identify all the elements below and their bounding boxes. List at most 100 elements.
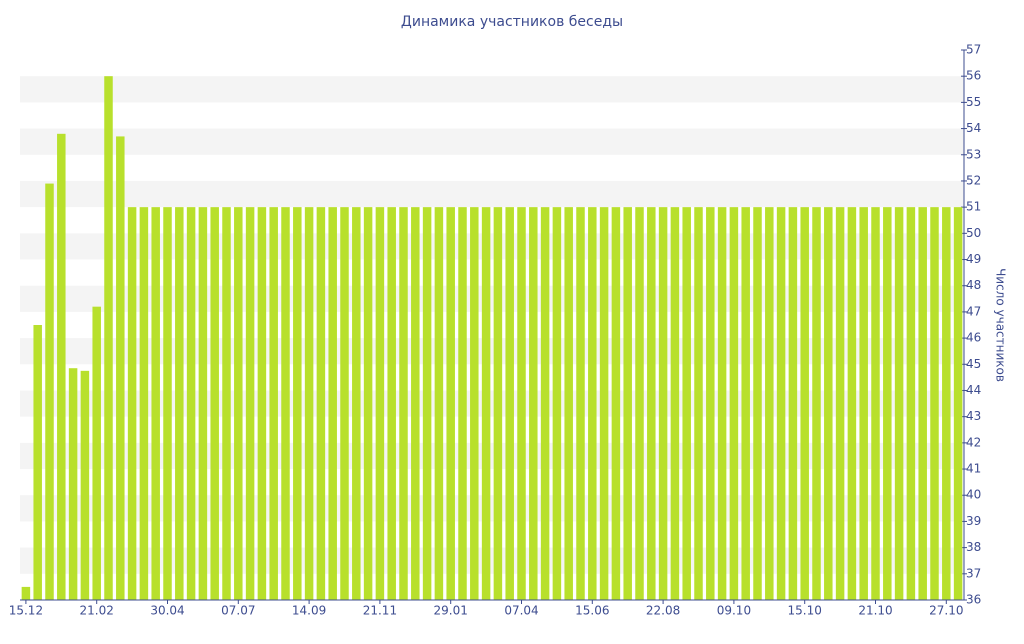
bar [599,207,609,600]
bar [706,207,715,600]
bar [375,207,385,600]
bar [729,207,739,600]
bar [906,207,916,600]
x-tick-label: 07.07 [221,604,255,618]
bar [363,207,373,600]
bar [68,368,78,600]
y-tick-label: 52 [966,173,981,187]
y-tick-label: 50 [966,226,981,240]
bar [942,207,951,600]
bar [564,207,573,600]
y-tick-label: 40 [966,488,981,502]
bar [835,207,845,600]
x-tick-label: 30.04 [150,604,184,618]
bar [80,370,90,600]
y-tick-label: 56 [966,69,981,83]
grid-band [20,180,964,208]
bar [788,207,798,600]
y-tick-label: 46 [966,331,981,345]
bar [245,207,255,600]
bar [800,207,809,600]
y-tick-label: 49 [966,252,981,266]
bar [647,207,656,600]
x-tick-label: 27.10 [929,604,963,618]
bar [316,207,326,600]
bar [953,207,963,600]
x-tick-label: 21.02 [80,604,114,618]
y-tick-label: 41 [966,462,981,476]
bar [918,207,927,600]
grid-band [20,390,964,417]
grid-band [20,233,964,260]
bar [446,207,455,600]
bar [210,207,219,600]
bar [611,207,621,600]
bar [470,207,479,600]
bar [340,207,349,600]
y-tick-label: 36 [966,593,981,607]
y-tick-label: 42 [966,435,981,449]
y-tick-label: 54 [966,121,981,135]
bar [694,207,703,600]
bar [411,207,420,600]
bar [871,207,880,600]
bar [847,207,857,600]
y-tick-label: 43 [966,409,981,423]
bar [753,207,762,600]
bar [776,207,786,600]
x-tick-label: 22.08 [646,604,680,618]
y-tick-label: 44 [966,383,981,397]
y-tick-label: 39 [966,514,981,528]
bar [812,207,821,600]
bar [116,136,125,600]
bar [352,207,361,600]
bar [576,207,585,600]
y-tick-label: 53 [966,147,981,161]
bar [670,207,680,600]
bar [824,207,833,600]
bar [104,76,113,600]
x-tick-label: 21.11 [363,604,397,618]
bar [257,207,267,600]
x-tick-label: 21.10 [858,604,892,618]
bar [127,207,137,600]
bar [163,207,172,600]
bar [269,207,278,600]
y-tick-label: 37 [966,566,981,580]
bar [198,207,208,600]
bar [481,207,491,600]
bar [422,207,432,600]
x-tick-label: 15.12 [9,604,43,618]
bar [635,207,644,600]
x-tick-label: 07.04 [504,604,538,618]
bar [682,207,691,600]
bar [186,207,196,600]
y-tick-label: 55 [966,95,981,109]
bar [883,207,892,600]
bar [387,207,396,600]
grid-band [20,285,964,312]
x-tick-label: 14.09 [292,604,326,618]
bar [552,207,562,600]
bar [33,325,42,600]
bar [45,183,54,601]
bar [234,207,243,600]
bar [588,207,597,600]
bar [151,207,160,600]
grid-band [20,76,964,103]
bar [57,133,66,601]
bar [517,207,526,600]
grid-band [20,442,964,470]
bar [623,207,632,600]
bar [92,306,101,600]
bar [139,207,149,600]
grid-band [20,338,964,365]
bar [293,207,302,600]
bar [434,207,444,600]
y-tick-label: 48 [966,278,981,292]
bar [458,207,467,600]
bar [175,207,184,600]
x-tick-label: 29.01 [434,604,468,618]
bar [765,207,774,600]
